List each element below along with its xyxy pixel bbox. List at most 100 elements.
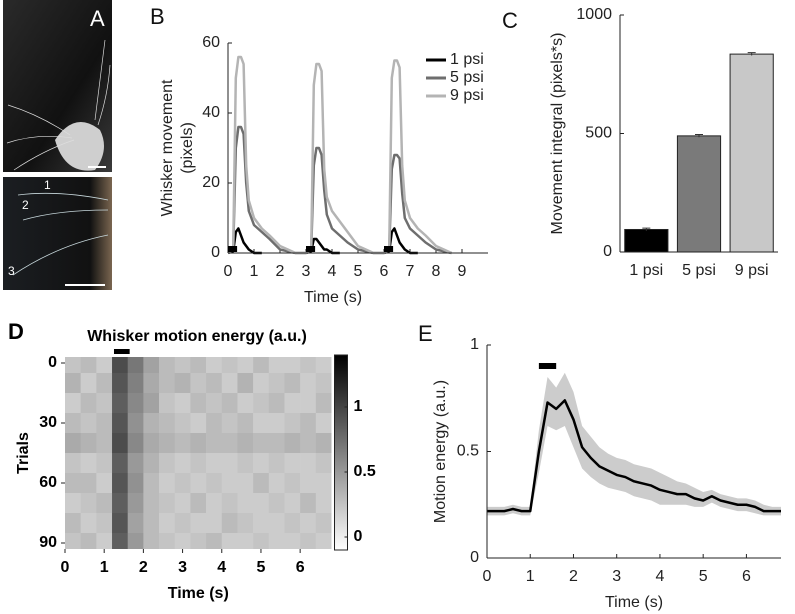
scale-bar — [88, 166, 106, 168]
y-tick-label: 60 — [39, 474, 57, 491]
heatmap-cell — [253, 433, 270, 454]
heatmap-cell — [315, 433, 332, 454]
heatmap-cell — [268, 513, 285, 534]
heatmap-cell — [221, 493, 238, 514]
heatmap-cell — [237, 493, 254, 514]
x-tick-label: 3 — [612, 568, 621, 585]
heatmap-cell — [127, 453, 144, 474]
heatmap-cell — [80, 533, 97, 549]
heatmap-cell — [237, 393, 254, 414]
heatmap-cell — [174, 473, 191, 494]
colorbar-tick-label: 0 — [354, 528, 363, 545]
x-tick-label: 2 — [276, 263, 285, 280]
heatmap-cell — [65, 413, 81, 434]
x-tick-label: 9 psi — [735, 262, 769, 279]
heatmap-cell — [206, 533, 223, 549]
heatmap-cell — [143, 533, 160, 549]
heatmap-cell — [253, 493, 270, 514]
heatmap-cell — [65, 373, 81, 394]
x-tick-label: 7 — [406, 263, 415, 280]
chart-title: Whisker motion energy (a.u.) — [87, 328, 307, 345]
heatmap-cell — [190, 473, 207, 494]
heatmap-cell — [237, 357, 254, 374]
chart-panel: C Movement integral (pixels*s) 0 500 1000 1 p… — [502, 6, 778, 279]
heatmap-cell — [284, 413, 301, 434]
heatmap-cell — [221, 393, 238, 414]
x-tick-label: 1 — [100, 559, 109, 576]
x-tick-label: 8 — [432, 263, 441, 280]
heatmap-cell — [112, 413, 129, 434]
x-tick-label: 5 — [257, 559, 266, 576]
panel-label: E — [418, 321, 433, 346]
heatmap-cell — [80, 393, 97, 414]
heatmap-cell — [190, 373, 207, 394]
heatmap-cell — [284, 533, 301, 549]
heatmap-cell — [112, 533, 129, 549]
heatmap-cell — [206, 413, 223, 434]
y-axis-label: Motion energy (a.u.) — [432, 380, 449, 523]
heatmap-cell — [65, 393, 81, 414]
heatmap-cell — [127, 393, 144, 414]
heatmap-cell — [112, 433, 129, 454]
heatmap-cell — [315, 533, 332, 549]
data-line — [227, 125, 452, 255]
heatmap-cell — [268, 453, 285, 474]
x-axis-label: Time (s) — [605, 594, 663, 611]
x-tick-label: 6 — [380, 263, 389, 280]
heatmap-cell — [237, 533, 254, 549]
panel-label: A — [90, 6, 105, 31]
heatmap-cell — [221, 413, 238, 434]
photo-bottom — [3, 177, 112, 290]
heatmap-cell — [206, 373, 223, 394]
heatmap-cell — [237, 413, 254, 434]
heatmap-cell — [268, 433, 285, 454]
heatmap-cell — [174, 357, 191, 374]
heatmap-cell — [159, 533, 176, 549]
heatmap-cell — [315, 413, 332, 434]
heatmap-cell — [190, 357, 207, 374]
heatmap-cell — [143, 433, 160, 454]
heatmap-cell — [143, 473, 160, 494]
y-tick-label: 1000 — [576, 6, 612, 23]
heatmap-cell — [96, 493, 113, 514]
x-tick-label: 6 — [296, 559, 305, 576]
heatmap-cell — [174, 393, 191, 414]
heatmap-cell — [284, 393, 301, 414]
panel-label: B — [150, 4, 165, 29]
panel-label: C — [502, 8, 518, 33]
heatmap-cell — [80, 433, 97, 454]
heatmap-cell — [190, 533, 207, 549]
heatmap-cell — [190, 513, 207, 534]
heatmap-cell — [284, 373, 301, 394]
heatmap-cell — [315, 393, 332, 414]
heatmap-cell — [65, 433, 81, 454]
heatmap-cell — [127, 433, 144, 454]
heatmap-cell — [253, 413, 270, 434]
heatmap-cell — [174, 533, 191, 549]
heatmap-cell — [127, 357, 144, 374]
x-tick-label: 0 — [224, 263, 233, 280]
heatmap-cell — [190, 433, 207, 454]
heatmap-cell — [268, 493, 285, 514]
heatmap-cell — [80, 453, 97, 474]
heatmap-cell — [159, 393, 176, 414]
heatmap-cell — [300, 433, 317, 454]
whiskers-bottom — [12, 192, 109, 276]
x-tick-label: 4 — [328, 263, 337, 280]
heatmap-cell — [300, 453, 317, 474]
heatmap-cell — [315, 493, 332, 514]
y-axis-label: Movement integral (pixels*s) — [549, 33, 566, 235]
x-tick-label: 5 psi — [682, 262, 716, 279]
y-tick-label: 500 — [585, 125, 612, 142]
heatmap-cell — [206, 393, 223, 414]
legend-label: 5 psi — [450, 69, 484, 86]
heatmap-cell — [221, 453, 238, 474]
heatmap-cell — [80, 373, 97, 394]
heatmap-cell — [80, 413, 97, 434]
legend-label: 9 psi — [450, 87, 484, 104]
heatmap-cell — [237, 473, 254, 494]
heatmap-cell — [174, 373, 191, 394]
y-tick-label: 20 — [202, 174, 220, 191]
x-tick-label: 5 — [699, 568, 708, 585]
